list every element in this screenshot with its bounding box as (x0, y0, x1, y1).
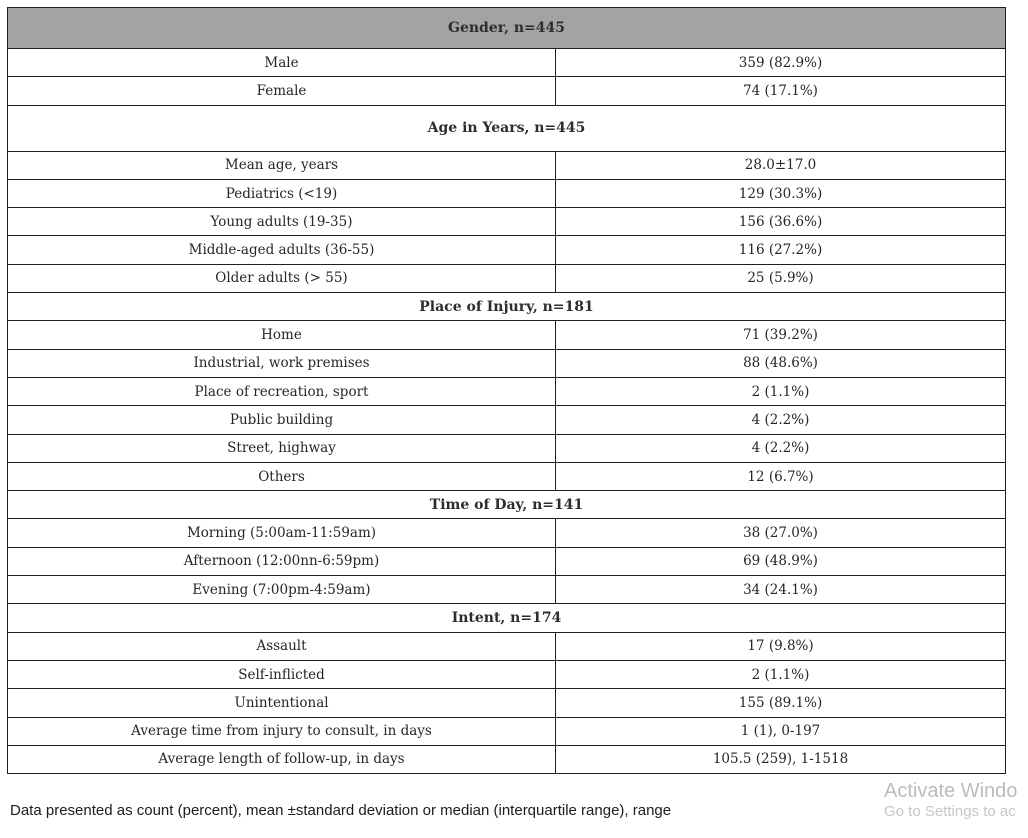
row-value-cell: 88 (48.6%) (554, 348, 1007, 378)
table-row: Unintentional 155 (89.1%) (7, 688, 1007, 718)
row-label-cell: Male (7, 47, 556, 78)
row-value-cell: 71 (39.2%) (554, 320, 1007, 350)
table-row: Home 71 (39.2%) (7, 320, 1007, 350)
row-label-cell: Assault (7, 631, 556, 661)
row-label-cell: Evening (7:00pm-4:59am) (7, 575, 556, 605)
row-label-cell: Self-inflicted (7, 659, 556, 690)
row-label-cell: Young adults (19-35) (7, 207, 556, 237)
section-header: Place of Injury, n=181 (6, 292, 1007, 322)
row-value-cell: 34 (24.1%) (554, 575, 1007, 605)
row-value-cell: 105.5 (259), 1-1518 (554, 744, 1007, 775)
row-label-cell: Pediatrics (<19) (7, 178, 556, 209)
section-header: Intent, n=174 (6, 603, 1007, 633)
activate-windows-watermark: Activate Windo Go to Settings to ac (884, 780, 1017, 821)
row-label-cell: Others (7, 461, 556, 492)
row-value-cell: 38 (27.0%) (554, 518, 1007, 548)
row-value-cell: 28.0±17.0 (554, 150, 1007, 180)
row-label-cell: Mean age, years (7, 150, 556, 180)
row-label-cell: Older adults (> 55) (7, 263, 556, 294)
table-row: Street, highway 4 (2.2%) (7, 433, 1007, 463)
table-title-row: Gender, n=445 (6, 7, 1007, 49)
row-label-cell: Place of recreation, sport (7, 376, 556, 407)
table-row: Industrial, work premises 88 (48.6%) (7, 348, 1007, 378)
table-footnote: Data presented as count (percent), mean … (10, 802, 672, 819)
table-row: Public building 4 (2.2%) (7, 405, 1007, 435)
table-row: Young adults (19-35) 156 (36.6%) (7, 207, 1007, 237)
row-label-cell: Industrial, work premises (7, 348, 556, 378)
section-header-row-place: Place of Injury, n=181 (6, 292, 1007, 322)
table-row: Female 74 (17.1%) (7, 76, 1007, 106)
table-row: Older adults (> 55) 25 (5.9%) (7, 263, 1007, 294)
table-title: Gender, n=445 (6, 7, 1007, 49)
row-label-cell: Unintentional (7, 688, 556, 718)
row-label-cell: Middle-aged adults (36-55) (7, 235, 556, 265)
row-value-cell: 359 (82.9%) (554, 47, 1007, 78)
row-value-cell: 25 (5.9%) (554, 263, 1007, 294)
table-row: Average time from injury to consult, in … (7, 716, 1007, 746)
row-label-cell: Home (7, 320, 556, 350)
section-header-row-intent: Intent, n=174 (6, 603, 1007, 633)
table-row: Pediatrics (<19) 129 (30.3%) (7, 178, 1007, 209)
row-value-cell: 155 (89.1%) (554, 688, 1007, 718)
row-label-cell: Morning (5:00am-11:59am) (7, 518, 556, 548)
table-row: Evening (7:00pm-4:59am) 34 (24.1%) (7, 575, 1007, 605)
table-row: Self-inflicted 2 (1.1%) (7, 659, 1007, 690)
watermark-line1: Activate Windo (884, 780, 1018, 802)
table-row: Others 12 (6.7%) (7, 461, 1007, 492)
row-label-cell: Public building (7, 405, 556, 435)
table-row: Place of recreation, sport 2 (1.1%) (7, 376, 1007, 407)
table-row: Mean age, years 28.0±17.0 (7, 150, 1007, 180)
section-header-row-time: Time of Day, n=141 (6, 490, 1007, 520)
row-value-cell: 2 (1.1%) (554, 376, 1007, 407)
table-row: Male 359 (82.9%) (7, 47, 1007, 78)
section-header-row-age: Age in Years, n=445 (6, 104, 1007, 152)
row-value-cell: 129 (30.3%) (554, 178, 1007, 209)
row-value-cell: 4 (2.2%) (554, 405, 1007, 435)
row-label-cell: Average time from injury to consult, in … (7, 716, 556, 746)
row-value-cell: 116 (27.2%) (554, 235, 1007, 265)
row-value-cell: 74 (17.1%) (554, 76, 1007, 106)
section-header: Age in Years, n=445 (6, 104, 1007, 152)
row-value-cell: 2 (1.1%) (554, 659, 1007, 690)
row-value-cell: 1 (1), 0-197 (554, 716, 1007, 746)
row-value-cell: 69 (48.9%) (554, 546, 1007, 577)
row-value-cell: 12 (6.7%) (554, 461, 1007, 492)
row-label-cell: Female (7, 76, 556, 106)
watermark-line2: Go to Settings to ac (884, 803, 1016, 820)
row-value-cell: 4 (2.2%) (554, 433, 1007, 463)
section-header: Time of Day, n=141 (6, 490, 1007, 520)
row-label-cell: Street, highway (7, 433, 556, 463)
table-row: Average length of follow-up, in days 105… (7, 744, 1007, 775)
demographics-table: Gender, n=445 Male 359 (82.9%) Female 74… (6, 7, 1007, 775)
table-row: Morning (5:00am-11:59am) 38 (27.0%) (7, 518, 1007, 548)
row-label-cell: Afternoon (12:00nn-6:59pm) (7, 546, 556, 577)
row-value-cell: 17 (9.8%) (554, 631, 1007, 661)
row-label-cell: Average length of follow-up, in days (7, 744, 556, 775)
table-row: Afternoon (12:00nn-6:59pm) 69 (48.9%) (7, 546, 1007, 577)
table-row: Middle-aged adults (36-55) 116 (27.2%) (7, 235, 1007, 265)
table-row: Assault 17 (9.8%) (7, 631, 1007, 661)
row-value-cell: 156 (36.6%) (554, 207, 1007, 237)
